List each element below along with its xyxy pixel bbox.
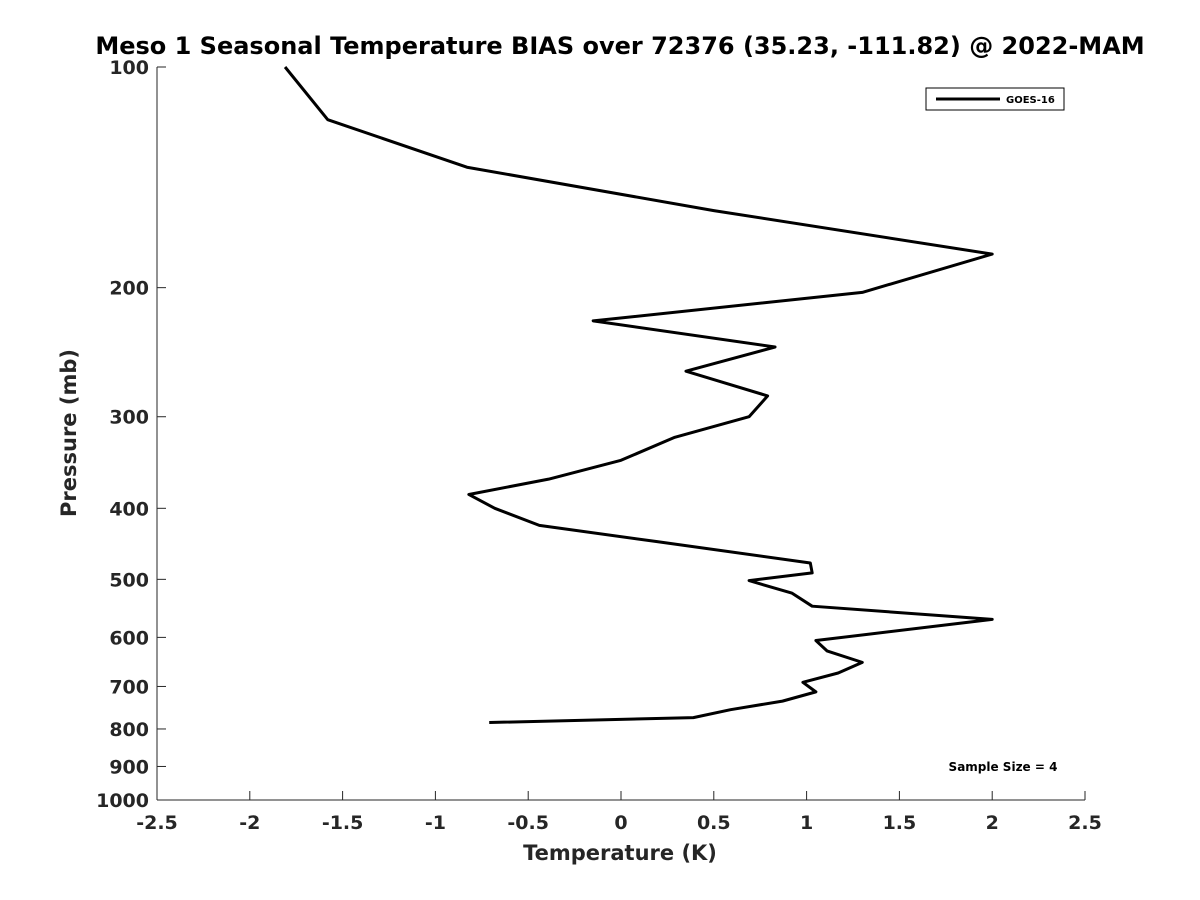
x-tick-label: -2.5: [136, 812, 178, 834]
x-tick-label: 0.5: [697, 812, 731, 834]
x-tick-label: -1.5: [322, 812, 364, 834]
sample-size-annotation: Sample Size = 4: [949, 760, 1058, 774]
y-tick-label: 800: [109, 719, 149, 741]
y-tick-label: 700: [109, 676, 149, 698]
x-tick-label: 0: [614, 812, 627, 834]
series-line-goes16: [283, 66, 994, 725]
chart-title: Meso 1 Seasonal Temperature BIAS over 72…: [95, 32, 1144, 60]
x-tick-label: 1: [800, 812, 813, 834]
x-tick-label: 2: [986, 812, 999, 834]
x-axis-label: Temperature (K): [523, 841, 717, 865]
y-tick-label: 400: [109, 498, 149, 520]
y-tick-label: 500: [109, 569, 149, 591]
y-tick-label: 600: [109, 627, 149, 649]
y-axis-label: Pressure (mb): [57, 349, 81, 517]
legend-entry-goes16: GOES-16: [1006, 95, 1055, 106]
y-tick-label: 200: [109, 278, 149, 300]
x-axis: -2.5 -2 -1.5 -1 -0.5 0 0.5 1 1.5 2 2.5: [136, 791, 1102, 834]
y-tick-label: 300: [109, 407, 149, 429]
y-axis: 100 200 300 400 500 600 700 800 900 1000: [96, 57, 166, 812]
x-tick-label: 1.5: [883, 812, 917, 834]
y-tick-label: 1000: [96, 790, 149, 812]
x-tick-label: 2.5: [1068, 812, 1102, 834]
legend: GOES-16: [925, 87, 1065, 111]
y-tick-label: 100: [109, 57, 149, 79]
x-tick-label: -0.5: [507, 812, 549, 834]
x-tick-label: -2: [239, 812, 260, 834]
y-tick-label: 900: [109, 756, 149, 778]
x-tick-label: -1: [425, 812, 446, 834]
